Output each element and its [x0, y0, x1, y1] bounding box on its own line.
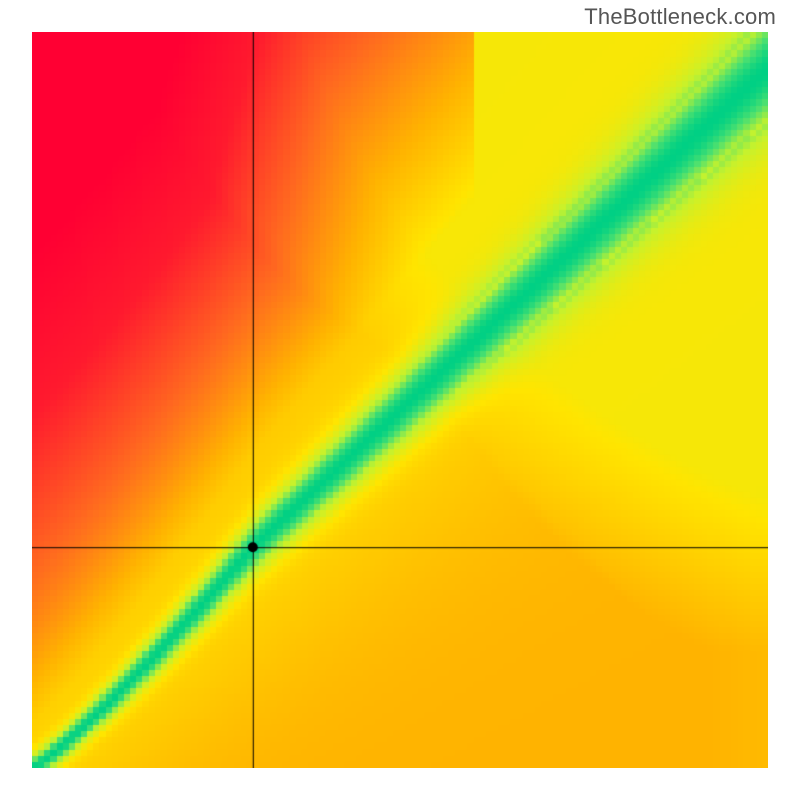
bottleneck-heatmap [32, 32, 768, 768]
watermark-text: TheBottleneck.com [584, 4, 776, 30]
heatmap-canvas [32, 32, 768, 768]
